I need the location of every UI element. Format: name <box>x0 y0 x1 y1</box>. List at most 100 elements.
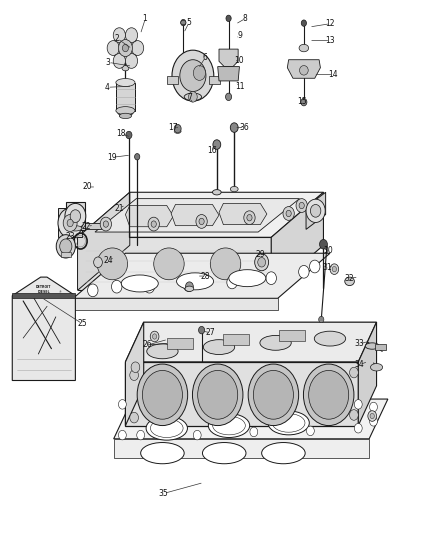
Circle shape <box>56 235 75 258</box>
Bar <box>375 344 386 350</box>
Circle shape <box>350 410 358 420</box>
Ellipse shape <box>116 78 135 86</box>
Text: 1: 1 <box>143 14 148 23</box>
Ellipse shape <box>345 277 354 286</box>
Circle shape <box>320 239 327 249</box>
Bar <box>167 338 193 349</box>
Ellipse shape <box>202 442 246 464</box>
Circle shape <box>185 282 193 292</box>
Circle shape <box>130 370 138 381</box>
Circle shape <box>144 280 155 293</box>
Ellipse shape <box>154 248 184 280</box>
Circle shape <box>142 370 183 419</box>
Text: 19: 19 <box>108 153 117 162</box>
Text: 7: 7 <box>187 93 192 102</box>
Circle shape <box>137 364 187 425</box>
Text: 17: 17 <box>169 123 178 132</box>
Circle shape <box>299 203 304 209</box>
Circle shape <box>122 44 128 52</box>
Circle shape <box>213 140 221 149</box>
Circle shape <box>130 413 138 423</box>
Ellipse shape <box>146 416 187 440</box>
Polygon shape <box>12 277 75 381</box>
Text: 13: 13 <box>325 36 335 45</box>
Circle shape <box>70 210 81 222</box>
Circle shape <box>103 221 109 227</box>
Polygon shape <box>218 67 240 81</box>
Circle shape <box>354 423 362 433</box>
Polygon shape <box>358 322 377 425</box>
Circle shape <box>332 266 336 272</box>
Circle shape <box>172 50 214 101</box>
Ellipse shape <box>177 273 214 290</box>
Circle shape <box>248 364 299 425</box>
Polygon shape <box>219 204 267 224</box>
Text: 23: 23 <box>65 232 75 241</box>
Circle shape <box>148 217 159 231</box>
Ellipse shape <box>268 411 309 435</box>
Text: 3: 3 <box>106 58 110 67</box>
Circle shape <box>227 276 237 289</box>
Polygon shape <box>73 298 278 310</box>
Circle shape <box>60 239 72 254</box>
Circle shape <box>112 280 122 293</box>
Text: 4: 4 <box>104 83 109 92</box>
Polygon shape <box>95 199 300 232</box>
Bar <box>60 252 71 257</box>
Circle shape <box>350 367 358 378</box>
Circle shape <box>137 430 145 440</box>
Ellipse shape <box>147 344 178 359</box>
Circle shape <box>192 364 243 425</box>
Polygon shape <box>271 192 323 290</box>
Circle shape <box>125 28 138 43</box>
Circle shape <box>198 326 205 334</box>
Ellipse shape <box>371 364 383 371</box>
Circle shape <box>118 400 126 409</box>
Bar <box>279 330 305 341</box>
Polygon shape <box>78 237 271 290</box>
Circle shape <box>309 370 349 419</box>
Text: 21: 21 <box>114 204 124 213</box>
Polygon shape <box>114 399 388 439</box>
Circle shape <box>301 20 307 26</box>
Text: 10: 10 <box>235 56 244 65</box>
Text: DETROIT
DIESEL: DETROIT DIESEL <box>36 285 52 294</box>
Circle shape <box>296 199 307 213</box>
Text: 32: 32 <box>345 273 354 282</box>
Ellipse shape <box>97 248 127 280</box>
Polygon shape <box>171 205 219 225</box>
Circle shape <box>198 370 238 419</box>
Circle shape <box>244 211 255 224</box>
Polygon shape <box>66 202 85 230</box>
Circle shape <box>125 53 138 68</box>
Circle shape <box>113 28 125 43</box>
Ellipse shape <box>181 20 186 25</box>
Circle shape <box>150 331 159 342</box>
Ellipse shape <box>229 270 266 287</box>
Circle shape <box>196 215 207 228</box>
Polygon shape <box>114 439 369 458</box>
Ellipse shape <box>212 190 221 195</box>
Ellipse shape <box>203 340 235 354</box>
Polygon shape <box>219 49 238 67</box>
Ellipse shape <box>116 107 135 115</box>
Text: 20: 20 <box>83 182 92 191</box>
Circle shape <box>311 205 321 217</box>
Text: 6: 6 <box>203 53 208 62</box>
Circle shape <box>58 208 82 238</box>
Circle shape <box>254 254 268 271</box>
Polygon shape <box>125 206 173 227</box>
Circle shape <box>113 33 138 63</box>
Ellipse shape <box>230 187 238 192</box>
Circle shape <box>354 400 362 409</box>
Text: 25: 25 <box>77 319 87 328</box>
Circle shape <box>151 221 156 227</box>
Polygon shape <box>85 223 102 229</box>
Circle shape <box>118 39 132 56</box>
Circle shape <box>370 417 378 426</box>
Circle shape <box>319 317 324 322</box>
Circle shape <box>118 430 126 440</box>
Text: 5: 5 <box>186 18 191 27</box>
Bar <box>167 76 178 84</box>
Bar <box>209 76 220 84</box>
